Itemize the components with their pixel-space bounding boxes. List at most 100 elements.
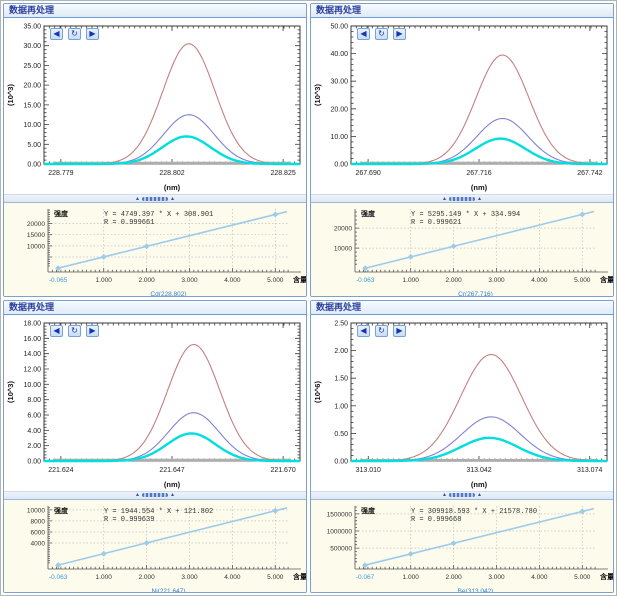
splitter-arrow-icon: ▴ <box>442 194 446 202</box>
svg-text:5.000: 5.000 <box>267 574 284 581</box>
svg-text:5.000: 5.000 <box>267 277 284 284</box>
svg-text:15.00: 15.00 <box>23 102 41 109</box>
refresh-button[interactable]: ↻ <box>375 28 388 40</box>
svg-text:30.00: 30.00 <box>23 43 41 50</box>
svg-text:2.50: 2.50 <box>334 320 348 327</box>
splitter-handle[interactable]: ▴ ▴ <box>311 194 613 202</box>
splitter-arrow-icon: ▴ <box>478 194 482 202</box>
refresh-button[interactable]: ↻ <box>68 28 81 40</box>
svg-text:6.00: 6.00 <box>27 412 41 419</box>
svg-text:2.000: 2.000 <box>138 574 155 581</box>
next-button[interactable]: ▶ <box>393 324 406 337</box>
svg-text:228.825: 228.825 <box>270 170 295 177</box>
svg-text:313.010: 313.010 <box>356 467 381 474</box>
svg-text:R = 0.999621: R = 0.999621 <box>411 219 461 227</box>
calibration-chart: 10000 15000 20000 -0.065 1.000 2.000 3.000 4.00… <box>4 202 306 297</box>
svg-text:4.000: 4.000 <box>531 277 548 284</box>
svg-text:R = 0.999639: R = 0.999639 <box>104 516 154 524</box>
spectrum-chart: ◀ ↻ ▶ 0.00 10.00 20.00 30.00 40.00 50.00 267.6… <box>311 18 613 194</box>
svg-text:1500000: 1500000 <box>327 511 353 518</box>
svg-text:10000: 10000 <box>27 507 45 514</box>
prev-button[interactable]: ◀ <box>357 28 370 40</box>
svg-text:228.779: 228.779 <box>48 170 73 177</box>
panel-title-text: 数据再处理 <box>9 5 55 15</box>
splitter-handle[interactable]: ▴ ▴ <box>311 490 613 499</box>
svg-text:Cd(228.802): Cd(228.802) <box>150 291 186 297</box>
spectrum-plot: 0.00 2.00 4.00 6.00 8.00 10.00 12.00 14.00 16.00… <box>6 320 301 489</box>
svg-text:(10^3): (10^3) <box>6 84 15 106</box>
svg-text:5.000: 5.000 <box>574 277 591 284</box>
svg-text:313.074: 313.074 <box>577 467 602 474</box>
splitter-grip-icon <box>449 196 475 201</box>
svg-text:1.000: 1.000 <box>403 277 420 284</box>
svg-text:2.00: 2.00 <box>334 348 348 355</box>
svg-text:R = 0.999668: R = 0.999668 <box>411 516 461 524</box>
svg-text:20000: 20000 <box>27 221 45 228</box>
svg-text:18.00: 18.00 <box>23 320 41 327</box>
splitter-arrow-icon: ▴ <box>442 491 446 498</box>
prev-button[interactable]: ◀ <box>357 324 370 337</box>
splitter-arrow-icon: ▴ <box>171 194 175 202</box>
reprocess-panel-cr: 数据再处理 ◀ ↻ ▶ 0.00 10.00 20.00 30.00 40.00 50.0… <box>310 3 614 297</box>
svg-text:1.000: 1.000 <box>96 277 113 284</box>
svg-text:8.00: 8.00 <box>27 397 41 404</box>
next-button[interactable]: ▶ <box>86 28 99 40</box>
panel-title: 数据再处理 <box>4 4 306 18</box>
svg-text:2.000: 2.000 <box>138 277 155 284</box>
prev-button[interactable]: ◀ <box>50 324 63 337</box>
svg-text:0.50: 0.50 <box>334 430 348 437</box>
splitter-grip-icon <box>142 196 168 201</box>
svg-text:Y = 5295.149 * X + 334.994: Y = 5295.149 * X + 334.994 <box>411 211 520 219</box>
svg-text:10.00: 10.00 <box>23 381 41 388</box>
spectrum-plot: 0.00 5.00 10.00 15.00 20.00 25.00 30.00 35.00 22… <box>6 24 301 192</box>
svg-text:4.000: 4.000 <box>531 574 548 581</box>
spectrum-chart: ◀ ↻ ▶ 0.00 0.50 1.00 1.50 2.00 2.50 313.010 313… <box>311 314 613 491</box>
splitter-handle[interactable]: ▴ ▴ <box>4 490 306 499</box>
svg-text:4.00: 4.00 <box>27 427 41 434</box>
svg-text:含量(u: 含量(u <box>600 572 614 581</box>
svg-text:强度: 强度 <box>361 209 376 218</box>
spectrum-plot: 0.00 10.00 20.00 30.00 40.00 50.00 267.690 267.… <box>313 24 608 192</box>
next-button[interactable]: ▶ <box>393 28 406 40</box>
svg-text:10.00: 10.00 <box>23 122 41 129</box>
svg-text:1.50: 1.50 <box>334 375 348 382</box>
svg-text:14.00: 14.00 <box>23 351 41 358</box>
svg-text:35.00: 35.00 <box>23 24 41 31</box>
prev-button[interactable]: ◀ <box>50 28 63 40</box>
spectrum-plot: 0.00 0.50 1.00 1.50 2.00 2.50 313.010 313.042 31… <box>313 320 608 489</box>
refresh-button[interactable]: ↻ <box>375 324 388 337</box>
calibration-chart: 4000 6000 8000 10000 -0.063 1.000 2.000 3.000 4.… <box>4 498 306 593</box>
svg-text:4.000: 4.000 <box>224 574 241 581</box>
spectrum-toolbar: ◀ ↻ ▶ <box>50 324 99 337</box>
spectrum-chart: ◀ ↻ ▶ 0.00 2.00 4.00 6.00 8.00 10.00 12.00 14.0… <box>4 314 306 491</box>
splitter-arrow-icon: ▴ <box>135 491 139 498</box>
svg-text:1.000: 1.000 <box>96 574 113 581</box>
svg-text:Y = 309918.593 * X + 21578.780: Y = 309918.593 * X + 21578.780 <box>411 508 537 516</box>
svg-text:10000: 10000 <box>334 246 352 253</box>
spectrum-toolbar: ◀ ↻ ▶ <box>357 28 406 40</box>
splitter-handle[interactable]: ▴ ▴ <box>4 194 306 202</box>
svg-text:-0.067: -0.067 <box>356 574 375 581</box>
svg-text:5.000: 5.000 <box>574 574 591 581</box>
svg-text:10000: 10000 <box>27 243 45 250</box>
calibration-plot: 500000 1000000 1500000 -0.067 1.000 2.000 3.00… <box>327 505 614 592</box>
splitter-grip-icon <box>449 493 475 497</box>
calibration-plot: 10000 20000 -0.063 1.000 2.000 3.000 4.000 5.00… <box>334 209 613 296</box>
svg-text:267.690: 267.690 <box>355 170 380 177</box>
reprocess-panel-cd: 数据再处理 ◀ ↻ ▶ 0.00 5.00 10.00 15.00 20.00 25.00… <box>3 3 307 297</box>
svg-text:(nm): (nm) <box>164 183 181 192</box>
svg-text:20.00: 20.00 <box>330 106 348 113</box>
spectrum-toolbar: ◀ ↻ ▶ <box>357 324 406 337</box>
refresh-button[interactable]: ↻ <box>68 324 81 337</box>
splitter-arrow-icon: ▴ <box>478 491 482 498</box>
svg-text:221.647: 221.647 <box>159 467 184 474</box>
reprocess-panel-be: 数据再处理 ◀ ↻ ▶ 0.00 0.50 1.00 1.50 2.00 2.50 313.… <box>310 299 614 593</box>
next-button[interactable]: ▶ <box>86 324 99 337</box>
svg-text:8000: 8000 <box>31 518 46 525</box>
svg-text:6000: 6000 <box>31 529 46 536</box>
svg-text:2.000: 2.000 <box>445 277 462 284</box>
panel-title-text: 数据再处理 <box>316 301 362 312</box>
svg-text:221.670: 221.670 <box>270 467 295 474</box>
svg-text:强度: 强度 <box>54 209 69 218</box>
